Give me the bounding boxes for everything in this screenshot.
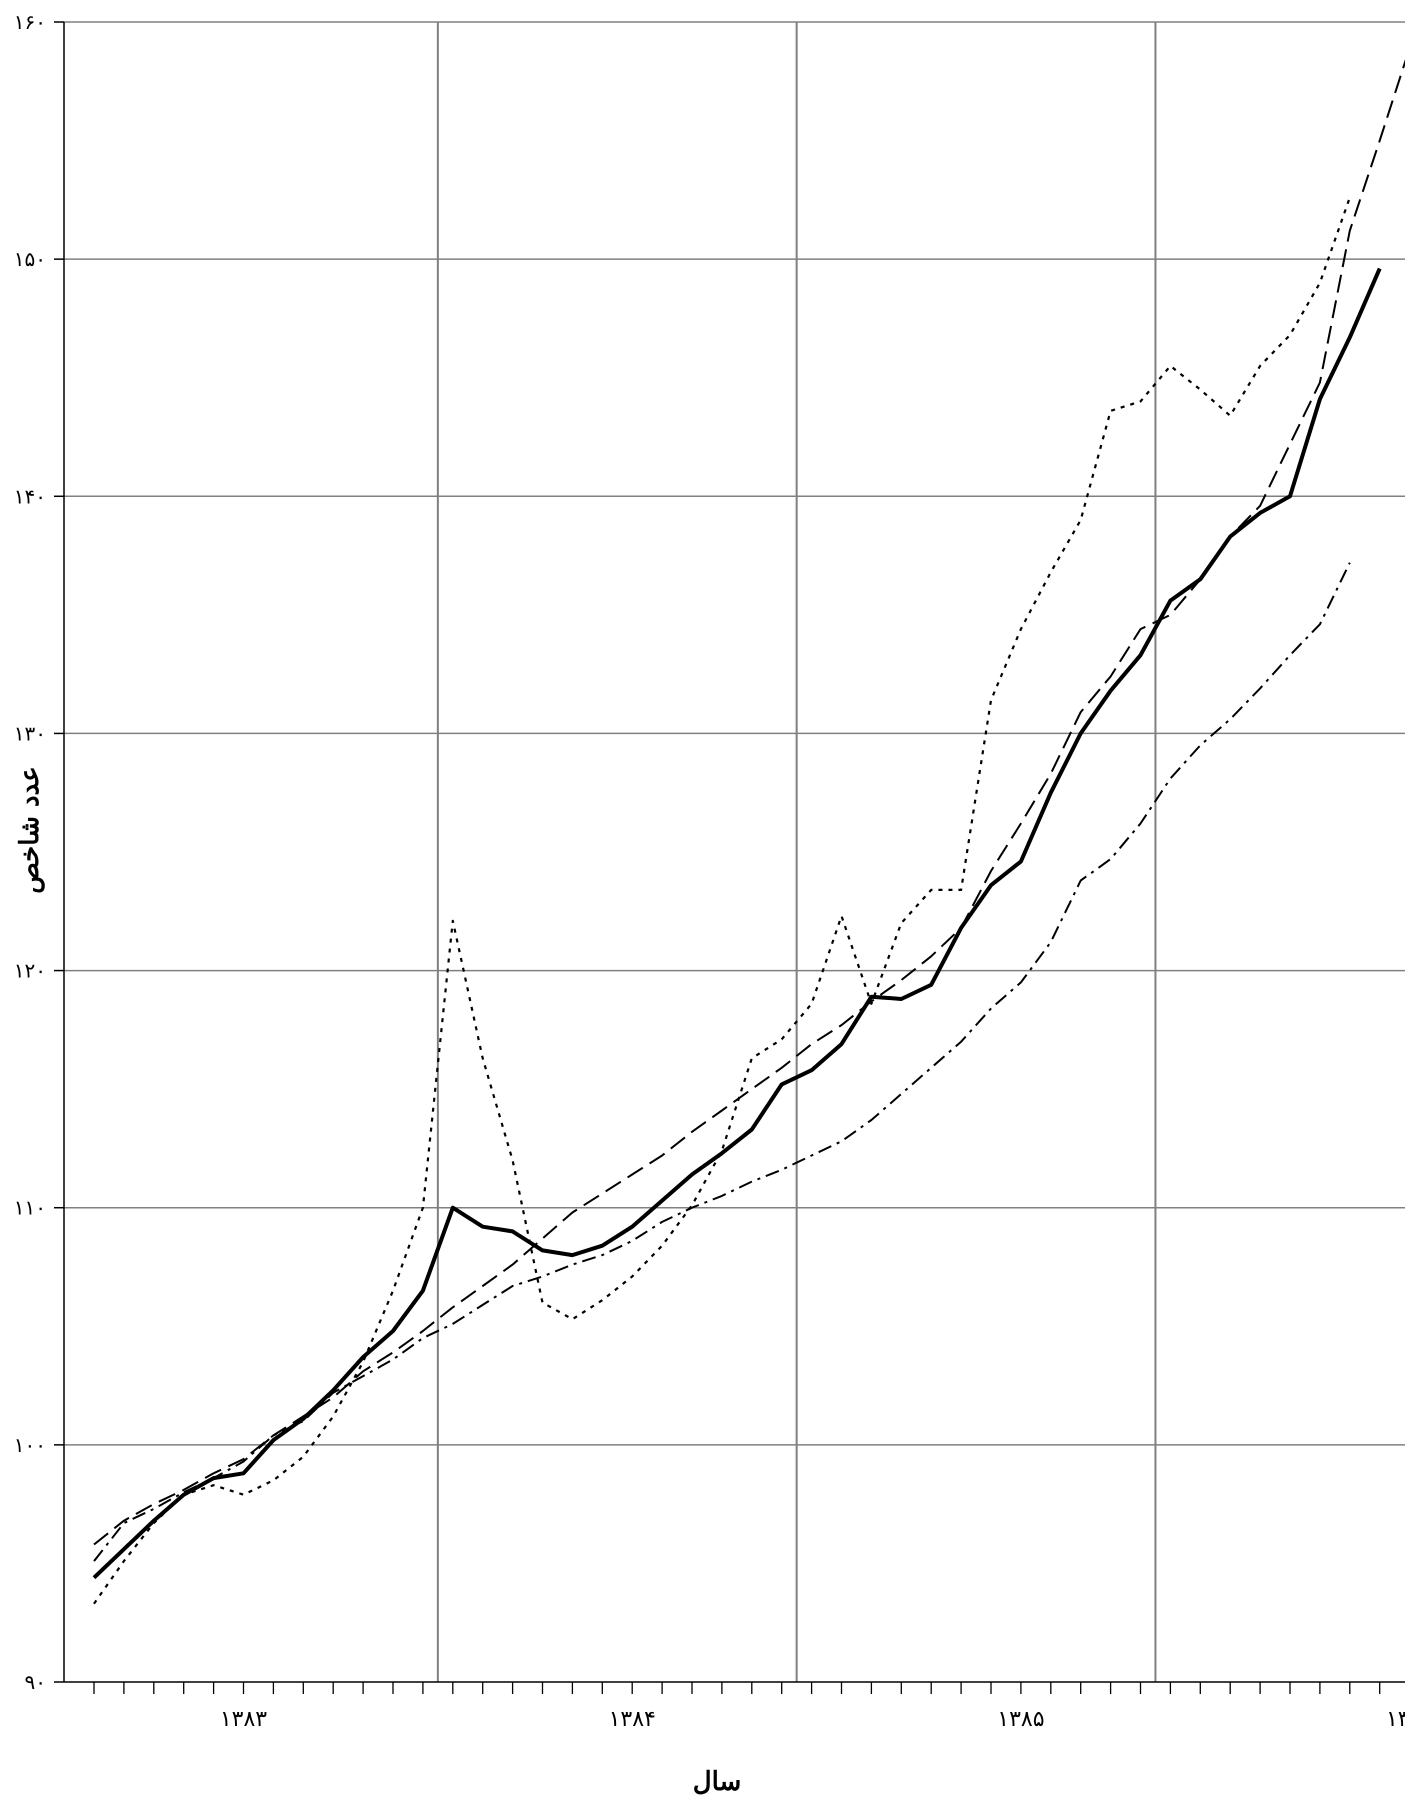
y-tick-label: ۱۳۰	[14, 721, 46, 745]
x-axis-title: سال	[693, 1767, 742, 1797]
x-tick-label: ۱۳۸۶	[1386, 1707, 1405, 1732]
y-tick-label: ۹۰	[25, 1670, 46, 1694]
y-tick-label: ۱۶۰	[14, 10, 46, 34]
series-line-dashed	[93, 59, 1405, 1546]
x-tick-label: ۱۳۸۵	[997, 1707, 1044, 1732]
y-tick-label: ۱۲۰	[14, 959, 46, 983]
series-group	[92, 59, 1405, 1605]
y-tick-label: ۱۱۰	[14, 1196, 46, 1220]
x-tick-label: ۱۳۸۴	[609, 1707, 656, 1732]
tick-labels: ۹۰ ۱۰۰ ۱۱۰ ۱۲۰ ۱۳۰ ۱۴۰ ۱۵۰ ۱۶۰ ۱۳۸۳ ۱۳۸۴ ۱۳۸۵ ۱۳۸۶	[14, 10, 1405, 1732]
grid	[64, 21, 1405, 1682]
y-axis-title: عدد شاخص	[15, 766, 45, 893]
series-line-dashdot	[93, 562, 1351, 1562]
series-line-solid	[92, 267, 1382, 1580]
series-line-dotted	[93, 197, 1351, 1605]
y-tick-label: ۱۵۰	[14, 247, 46, 271]
y-tick-label: ۱۴۰	[14, 484, 46, 508]
axes	[54, 21, 1405, 1694]
y-tick-label: ۱۰۰	[14, 1433, 46, 1457]
x-tick-label: ۱۳۸۳	[220, 1707, 267, 1732]
